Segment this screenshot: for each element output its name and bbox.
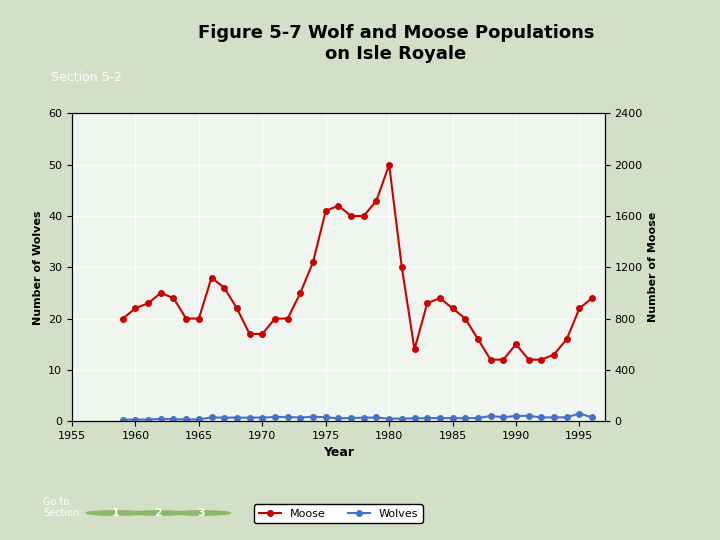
Text: Section 5-2: Section 5-2	[51, 71, 122, 84]
Legend: Moose, Wolves: Moose, Wolves	[254, 504, 423, 523]
Y-axis label: Number of Wolves: Number of Wolves	[32, 210, 42, 325]
Circle shape	[86, 511, 144, 515]
Circle shape	[130, 511, 187, 515]
Text: 3: 3	[198, 508, 205, 518]
Circle shape	[173, 511, 230, 515]
Text: 1: 1	[112, 508, 119, 518]
Text: Figure 5-7 Wolf and Moose Populations
on Isle Royale: Figure 5-7 Wolf and Moose Populations on…	[198, 24, 594, 63]
Text: 2: 2	[155, 508, 162, 518]
Y-axis label: Number of Moose: Number of Moose	[648, 212, 658, 322]
Text: Go to
Section:: Go to Section:	[43, 497, 83, 518]
X-axis label: Year: Year	[323, 447, 354, 460]
